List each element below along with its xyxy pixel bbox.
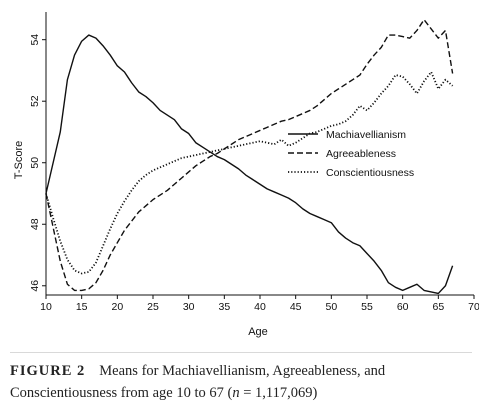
x-tick-label: 15	[76, 301, 88, 313]
x-tick-label: 10	[40, 301, 52, 313]
series-line-agreeableness	[45, 18, 454, 292]
chart-legend: Machiavellianism Agreeableness Conscientio…	[288, 129, 414, 179]
caption-n-symbol: n	[232, 385, 240, 401]
legend-label-machiavellianism: Machiavellianism	[326, 129, 406, 141]
chart-series-lines	[45, 18, 454, 295]
y-tick-label: 48	[29, 218, 41, 230]
y-tick-label: 52	[29, 95, 41, 107]
y-tick-label: 46	[29, 280, 41, 292]
legend-label-conscientiousness: Conscientiousness	[326, 167, 414, 179]
x-tick-label: 50	[325, 301, 337, 313]
caption-text: Means for Machiavellianism, Agreeablenes…	[10, 363, 386, 401]
series-line-conscientiousness	[45, 71, 454, 275]
x-tick-label: 70	[468, 301, 479, 313]
x-tick-label: 30	[183, 301, 195, 313]
x-tick-label: 60	[397, 301, 409, 313]
x-tick-label: 25	[147, 301, 159, 313]
figure-caption: FIGURE 2 Means for Machiavellianism, Agre…	[10, 360, 470, 404]
legend-label-agreeableness: Agreeableness	[326, 148, 396, 160]
y-tick-label: 50	[29, 157, 41, 169]
x-tick-label: 35	[218, 301, 230, 313]
caption-divider	[10, 352, 472, 353]
x-tick-label: 20	[111, 301, 123, 313]
line-chart: 10 15 20 25 30 35 40 45 50 55 60 65 70 46 48 50 52 54 Age…	[13, 12, 479, 338]
figure-label: FIGURE 2	[10, 363, 86, 379]
x-tick-label: 45	[290, 301, 302, 313]
y-axis-label: T-Score	[13, 141, 25, 180]
chart-ticks: 10 15 20 25 30 35 40 45 50 55 60 65 70 46 48 50 52 54	[29, 34, 479, 313]
x-axis-label: Age	[248, 326, 268, 338]
series-line-machiavellianism	[45, 34, 454, 295]
x-tick-label: 65	[432, 301, 444, 313]
y-tick-label: 54	[29, 34, 41, 46]
x-tick-label: 40	[254, 301, 266, 313]
x-tick-label: 55	[361, 301, 373, 313]
caption-n-value: = 1,117,069)	[239, 385, 318, 401]
